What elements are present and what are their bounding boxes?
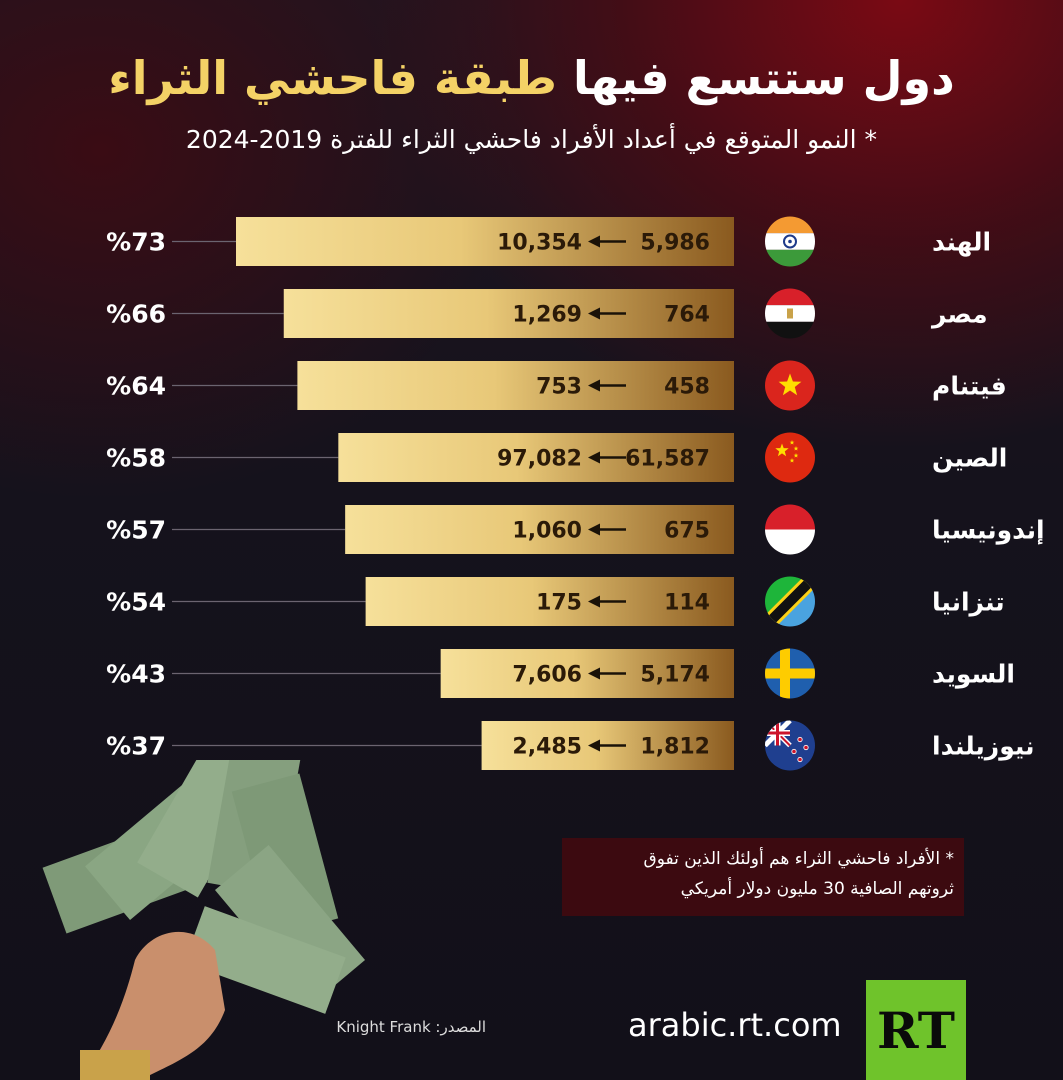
growth-bar	[365, 577, 734, 626]
growth-bar-chart: 5,986 10,354 %73 الهند 764 1,269 %66 مصر 458 753%…	[106, 216, 1045, 771]
value-2024-label: 2,485	[512, 735, 582, 760]
country-label: تنزانيا	[932, 588, 1005, 618]
value-2019-label: 114	[664, 591, 710, 616]
country-label: نيوزيلندا	[932, 732, 1034, 762]
value-2019-label: 764	[664, 303, 710, 328]
arrow-icon	[588, 595, 626, 608]
sweden-flag-icon	[765, 648, 815, 699]
china-flag-icon	[765, 432, 815, 483]
growth-percent-label: %37	[106, 732, 166, 761]
egypt-flag-icon	[765, 288, 815, 339]
value-2019-label: 1,812	[640, 735, 710, 760]
value-2024-label: 1,060	[512, 519, 582, 544]
growth-bar	[283, 289, 734, 338]
value-2024-label: 10,354	[497, 231, 582, 256]
value-2024-label: 1,269	[512, 303, 582, 328]
note-line-2: ثروتهم الصافية 30 مليون دولار أمريكي	[680, 879, 954, 899]
value-2024-label: 97,082	[497, 447, 582, 472]
page-subtitle: * النمو المتوقع في أعداد الأفراد فاحشي ا…	[185, 125, 878, 154]
value-2019-label: 61,587	[625, 447, 710, 472]
tanzania-flag-icon	[765, 576, 815, 627]
growth-percent-label: %57	[106, 516, 166, 545]
value-2024-label: 175	[536, 591, 582, 616]
growth-percent-label: %73	[106, 228, 166, 257]
arrow-icon	[588, 451, 626, 464]
country-label: مصر	[930, 300, 988, 330]
arrow-icon	[588, 379, 626, 392]
growth-bar	[440, 649, 734, 698]
growth-bar	[345, 505, 734, 554]
country-label: الصين	[932, 444, 1007, 474]
growth-percent-label: %54	[106, 588, 166, 617]
growth-bar	[297, 361, 734, 410]
money-hand-image	[42, 760, 366, 1080]
growth-percent-label: %58	[106, 444, 166, 473]
rt-logo: RT	[866, 980, 966, 1080]
definition-note: * الأفراد فاحشي الثراء هم أولئك الذين تف…	[562, 838, 964, 916]
vietnam-flag-icon	[765, 360, 815, 411]
website-link[interactable]: arabic.rt.com	[628, 1006, 842, 1044]
value-2024-label: 7,606	[512, 663, 582, 688]
arrow-icon	[588, 739, 626, 752]
value-2019-label: 5,986	[640, 231, 710, 256]
title-highlight: طبقة فاحشي الثراء	[108, 51, 558, 105]
arrow-icon	[588, 523, 626, 536]
new-zealand-flag-icon	[765, 720, 815, 771]
page-title: دول ستتسع فيها طبقة فاحشي الثراء	[0, 48, 1063, 108]
value-2019-label: 675	[664, 519, 710, 544]
country-label: إندونيسيا	[932, 516, 1045, 546]
source-credit: المصدر: Knight Frank	[336, 1018, 486, 1036]
value-2024-label: 753	[536, 375, 582, 400]
title-part: دول ستتسع فيها	[573, 51, 955, 105]
arrow-icon	[588, 667, 626, 680]
growth-percent-label: %43	[106, 660, 166, 689]
india-flag-icon	[765, 216, 815, 267]
arrow-icon	[588, 235, 626, 248]
value-2019-label: 5,174	[640, 663, 710, 688]
growth-percent-label: %64	[106, 372, 166, 401]
country-label: فيتنام	[932, 372, 1007, 401]
value-2019-label: 458	[664, 375, 710, 400]
note-line-1: * الأفراد فاحشي الثراء هم أولئك الذين تف…	[643, 849, 954, 869]
arrow-icon	[588, 307, 626, 320]
growth-bar	[338, 433, 734, 482]
indonesia-flag-icon	[765, 504, 815, 555]
country-label: السويد	[932, 660, 1015, 690]
growth-bar	[236, 217, 734, 266]
country-label: الهند	[932, 228, 991, 258]
growth-percent-label: %66	[106, 300, 166, 329]
